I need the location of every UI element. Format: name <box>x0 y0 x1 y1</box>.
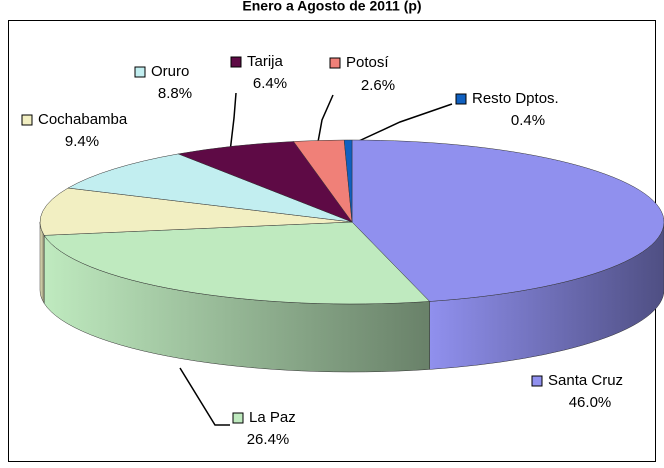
slice-label: Cochabamba <box>38 111 128 128</box>
leader-line <box>317 94 334 143</box>
leader-line <box>229 92 237 153</box>
legend-swatch <box>134 66 146 78</box>
slice <box>43 221 431 305</box>
value-label: 0.4% <box>511 112 545 129</box>
slice-label: La Paz <box>249 409 296 426</box>
leader-lines <box>179 92 453 426</box>
pie-sides <box>39 221 664 373</box>
value-label: 9.4% <box>65 133 99 150</box>
value-label: 46.0% <box>569 394 612 411</box>
legend-swatch <box>230 56 242 68</box>
legend-swatch <box>329 57 341 69</box>
slice-label: Santa Cruz <box>548 372 623 389</box>
value-label: 2.6% <box>361 77 395 94</box>
legend-swatch <box>21 114 33 126</box>
slice-label: Resto Dptos. <box>472 90 559 107</box>
leader-line <box>179 367 230 426</box>
legend-swatch <box>232 412 244 424</box>
leader-line <box>347 103 453 147</box>
chart-title: Enero a Agosto de 2011 (p) <box>242 0 421 14</box>
slice <box>67 153 353 223</box>
value-label: 8.8% <box>158 85 192 102</box>
legend-swatch <box>531 375 543 387</box>
slice-label: Potosí <box>346 54 389 71</box>
slice <box>343 139 353 223</box>
slice-label: Oruro <box>151 63 189 80</box>
slice <box>177 141 353 223</box>
value-label: 26.4% <box>247 431 290 448</box>
slice <box>39 187 353 236</box>
slice-label: Tarija <box>247 53 284 70</box>
slice <box>351 139 664 302</box>
pie-tops <box>39 139 664 305</box>
legend-swatch <box>455 93 467 105</box>
value-label: 6.4% <box>253 75 287 92</box>
